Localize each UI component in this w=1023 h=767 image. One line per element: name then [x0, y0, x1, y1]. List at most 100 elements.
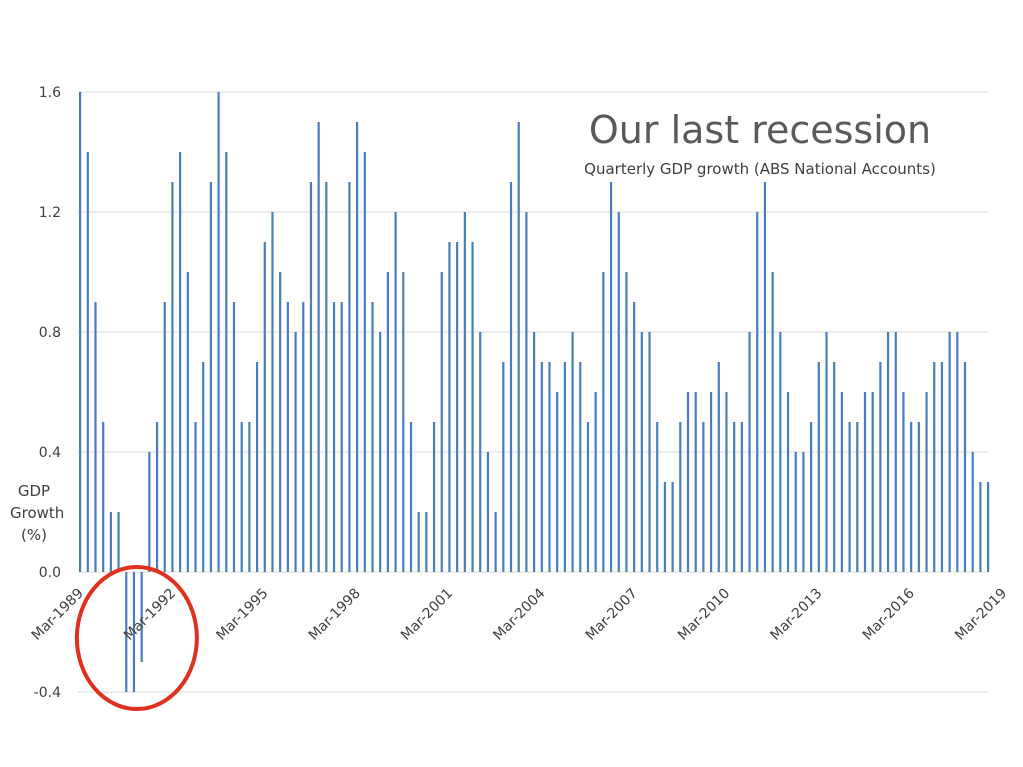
bar — [502, 362, 505, 572]
x-tick-label: Mar-1992 — [121, 586, 179, 644]
bar — [202, 362, 205, 572]
bar — [117, 512, 120, 572]
bar — [409, 422, 413, 572]
bar — [987, 482, 990, 572]
bar — [494, 512, 497, 572]
x-tick-label: Mar-2001 — [398, 586, 456, 644]
bar — [525, 212, 528, 572]
y-tick-label: 0.8 — [39, 325, 61, 341]
x-tick-label: Mar-1998 — [306, 586, 364, 644]
bar — [279, 272, 282, 572]
bar — [255, 362, 259, 572]
bar — [340, 302, 343, 572]
bar — [686, 392, 690, 572]
bar — [579, 362, 582, 572]
y-tick-label: 1.2 — [39, 205, 61, 221]
bar — [486, 452, 490, 572]
bar — [709, 392, 713, 572]
y-tick-label: 0.4 — [39, 445, 61, 461]
bar — [763, 182, 767, 572]
bar — [509, 182, 513, 572]
bar — [417, 512, 420, 572]
bar — [663, 482, 667, 572]
bar — [863, 392, 867, 572]
bar — [609, 182, 613, 572]
bar — [556, 392, 559, 572]
bar — [648, 332, 651, 572]
y-tick-label: 0.0 — [39, 565, 61, 581]
bar — [748, 332, 751, 572]
bar — [194, 422, 197, 572]
bar — [640, 332, 643, 572]
bar — [132, 572, 136, 692]
bar — [463, 212, 466, 572]
bar — [271, 212, 274, 572]
x-tick-label: Mar-1995 — [213, 586, 271, 644]
bar — [456, 242, 459, 572]
bar — [879, 362, 882, 572]
bar — [948, 332, 951, 572]
bar — [86, 152, 89, 572]
x-tick-label: Mar-2004 — [490, 585, 548, 643]
bar — [656, 422, 659, 572]
bar — [125, 572, 128, 692]
bar — [833, 362, 836, 572]
bar — [348, 182, 351, 572]
bar — [140, 572, 143, 662]
bar — [625, 272, 628, 572]
bar — [79, 92, 82, 572]
bar — [232, 302, 236, 572]
bar — [225, 152, 228, 572]
bar — [248, 422, 251, 572]
bar — [886, 332, 890, 572]
bar — [786, 392, 790, 572]
bar — [94, 302, 97, 572]
bar — [533, 332, 536, 572]
recession-highlight-circle — [74, 565, 199, 711]
bar — [810, 422, 813, 572]
bar — [286, 302, 289, 572]
bar — [717, 362, 720, 572]
bar — [633, 302, 636, 572]
y-tick-label: 1.6 — [39, 85, 61, 101]
bar — [440, 272, 443, 572]
bar — [963, 362, 967, 572]
bar — [756, 212, 759, 572]
bar — [448, 242, 451, 572]
bar — [263, 242, 266, 572]
bar — [179, 152, 182, 572]
bar — [671, 482, 674, 572]
x-tick-label: Mar-2007 — [583, 586, 641, 644]
bar — [109, 512, 112, 572]
bar — [933, 362, 936, 572]
bar — [971, 452, 974, 572]
bar — [240, 422, 243, 572]
y-tick-label: -0.4 — [34, 685, 61, 701]
y-axis-label-line: Growth — [10, 504, 65, 522]
bar — [794, 452, 797, 572]
y-axis-label-line: GDP — [17, 482, 51, 500]
bar — [363, 152, 366, 572]
bar — [432, 422, 436, 572]
bar — [571, 332, 574, 572]
bar — [386, 272, 389, 572]
bar — [594, 392, 597, 572]
bar — [856, 422, 859, 572]
bar — [186, 272, 189, 572]
bar — [902, 392, 905, 572]
bar — [925, 392, 928, 572]
bar — [217, 92, 220, 572]
bar — [548, 362, 551, 572]
bar — [302, 302, 305, 572]
y-axis-label: GDP Growth (%) — [10, 480, 65, 546]
bar — [602, 272, 605, 572]
bar — [394, 212, 397, 572]
bar — [771, 272, 774, 572]
bar — [371, 302, 374, 572]
x-tick-label: Mar-2010 — [675, 586, 733, 644]
x-tick-label: Mar-2016 — [860, 585, 918, 643]
bar — [517, 122, 520, 572]
bar — [155, 422, 159, 572]
bar — [871, 392, 874, 572]
